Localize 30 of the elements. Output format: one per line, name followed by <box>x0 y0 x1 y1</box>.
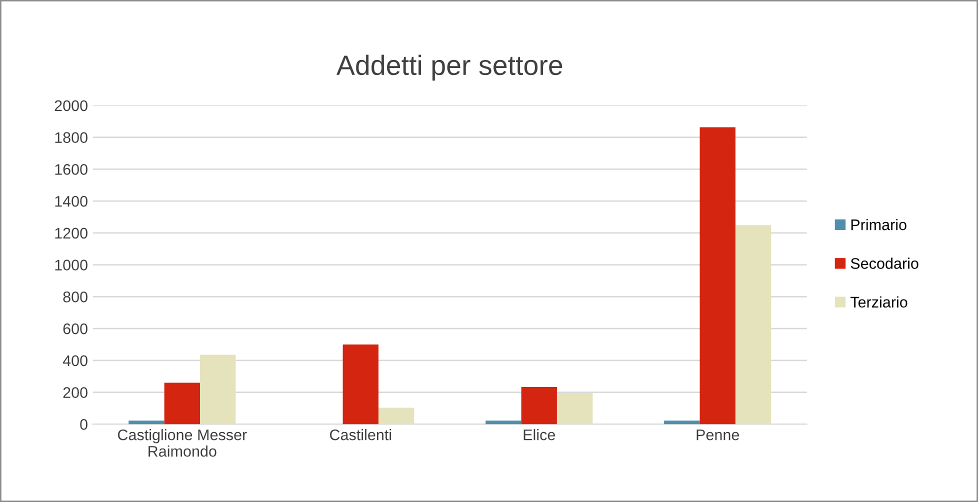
bar <box>128 420 164 424</box>
y-tick-label: 600 <box>63 323 88 334</box>
bar <box>164 382 200 424</box>
y-tick-label: 1400 <box>55 196 88 207</box>
y-tick-label: 800 <box>63 292 88 302</box>
bar <box>556 392 593 424</box>
bar <box>378 408 414 424</box>
x-tick-label: Castilenti <box>330 429 392 440</box>
bar <box>486 420 522 424</box>
x-tick-label: Penne <box>696 430 740 440</box>
y-tick-label: 1000 <box>55 260 88 270</box>
y-tick-label: 1600 <box>55 164 88 175</box>
y-tick-label: 1800 <box>55 132 88 143</box>
bar <box>735 225 772 424</box>
y-tick-label: 0 <box>80 419 88 430</box>
x-tick-label: Castiglione Messer Raimondo <box>118 429 247 457</box>
bar <box>700 127 736 424</box>
y-tick-label: 2000 <box>54 100 88 112</box>
x-tick-label: Elice <box>524 429 555 440</box>
chart-title: Addetti per settore <box>336 54 562 81</box>
bar <box>342 344 378 424</box>
y-tick-label: 400 <box>62 355 88 366</box>
y-tick-label: 200 <box>63 387 88 398</box>
legend-label: Secodario <box>850 258 918 269</box>
y-tick-label: 1200 <box>55 228 88 239</box>
legend-label: Primario <box>851 219 906 230</box>
bar <box>200 354 236 424</box>
bar <box>664 420 700 424</box>
bar <box>521 387 557 424</box>
legend-label: Terziario <box>850 296 908 308</box>
